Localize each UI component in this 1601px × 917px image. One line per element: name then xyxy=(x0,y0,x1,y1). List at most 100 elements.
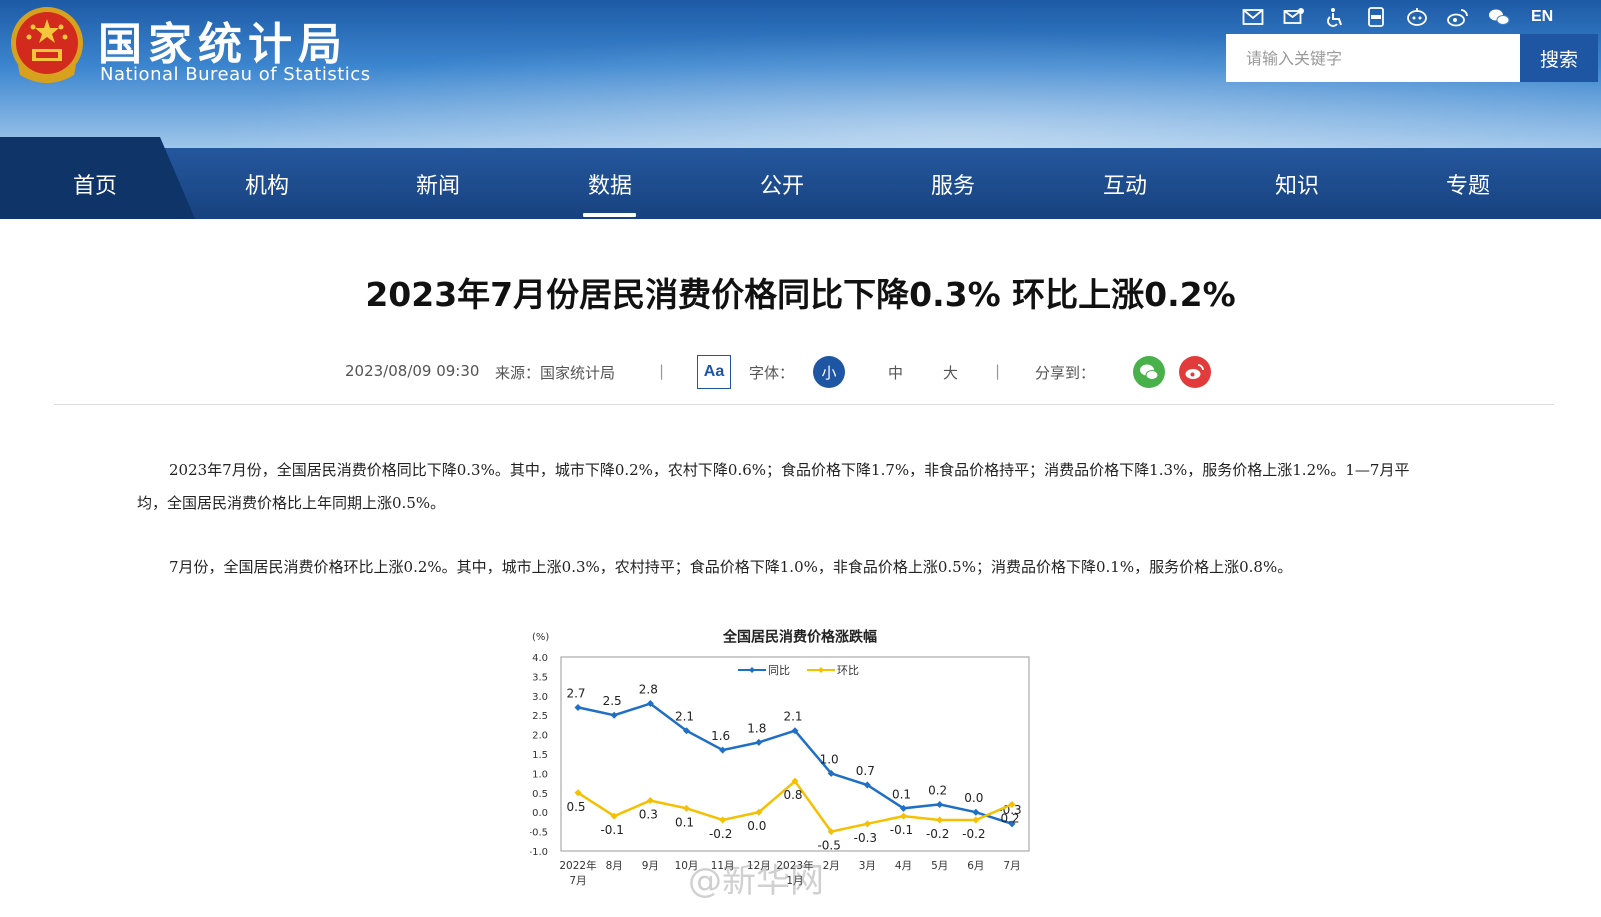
chart-data-label: 2.5 xyxy=(603,694,622,708)
site-title[interactable]: 国家统计局 xyxy=(98,19,348,70)
chart-data-point xyxy=(791,777,799,785)
nav-item-topics[interactable]: 专题 xyxy=(1445,173,1490,199)
chart-data-point xyxy=(683,727,690,735)
chart-data-label: -0.5 xyxy=(817,839,840,853)
email-settings-icon[interactable] xyxy=(1281,6,1307,28)
search-input[interactable] xyxy=(1226,34,1520,82)
robot-icon[interactable] xyxy=(1404,6,1430,28)
meta-separator-2: | xyxy=(995,362,1001,380)
weibo-icon[interactable] xyxy=(1445,6,1471,28)
font-size-medium-button[interactable]: 中 xyxy=(888,364,904,382)
nav-item-knowledge[interactable]: 知识 xyxy=(1274,173,1319,199)
chart-x-tick-label: 11月 xyxy=(711,860,735,872)
chart-y-tick-label: 4.0 xyxy=(532,653,548,664)
font-size-large-button[interactable]: 大 xyxy=(943,364,959,382)
chart-data-label: -0.1 xyxy=(890,823,913,837)
article-paragraph-1: 2023年7月份，全国居民消费价格同比下降0.3%。其中，城市下降0.2%，农村… xyxy=(137,454,1437,520)
font-toggle-icon[interactable]: Aa xyxy=(697,355,731,389)
share-weibo-icon[interactable] xyxy=(1179,356,1211,388)
meta-divider xyxy=(54,404,1554,405)
chart-y-tick-label: -0.5 xyxy=(530,828,548,839)
nav-item-news[interactable]: 新闻 xyxy=(415,173,460,199)
chart-data-label: 1.0 xyxy=(820,752,839,766)
chart-data-label: 0.0 xyxy=(964,791,983,805)
nav-item-services[interactable]: 服务 xyxy=(930,173,975,199)
publish-date: 2023/08/09 09:30 xyxy=(345,362,480,380)
paragraph-2-text: 7月份，全国居民消费价格环比上涨0.2%。其中，城市上涨0.3%，农村持平；食品… xyxy=(169,558,1293,576)
share-wechat-icon[interactable] xyxy=(1133,356,1165,388)
chart-legend-label: 环比 xyxy=(837,664,859,677)
chart-data-point xyxy=(646,700,654,708)
chart-y-tick-label: 3.0 xyxy=(532,692,548,703)
chart-data-point xyxy=(610,812,618,820)
chart-x-tick-label: 10月 xyxy=(675,860,699,872)
nav-item-interaction[interactable]: 互动 xyxy=(1102,173,1147,199)
chart-legend-marker xyxy=(749,667,755,673)
article-source: 来源：国家统计局 xyxy=(495,364,616,382)
chart-x-tick-label: 2月 xyxy=(823,860,840,872)
chart-data-point xyxy=(791,727,799,735)
mail-icon[interactable] xyxy=(1240,6,1266,28)
chart-x-tick-label: 9月 xyxy=(642,860,659,872)
chart-data-point xyxy=(574,789,582,797)
chart-y-unit: (%) xyxy=(532,632,549,643)
paragraph-1-text: 2023年7月份，全国居民消费价格同比下降0.3%。其中，城市下降0.2%，农村… xyxy=(137,461,1410,512)
chart-data-label: 2.7 xyxy=(566,686,585,700)
chart-data-label: 0.0 xyxy=(747,819,766,833)
chart-data-point xyxy=(574,703,582,711)
nav-item-home[interactable]: 首页 xyxy=(72,173,117,199)
chart-legend-marker xyxy=(818,667,824,673)
article-title: 2023年7月份居民消费价格同比下降0.3% 环比上涨0.2% xyxy=(365,275,1236,314)
chart-x-tick-label: 8月 xyxy=(606,860,623,872)
chart-data-label: 1.8 xyxy=(747,721,766,735)
font-size-label: 字体： xyxy=(749,364,795,382)
chart-data-point xyxy=(1008,800,1016,808)
national-emblem-icon[interactable] xyxy=(8,5,86,85)
meta-separator: | xyxy=(659,362,665,380)
chart-data-point xyxy=(827,769,835,777)
language-switch[interactable]: EN xyxy=(1531,8,1554,25)
chart-data-point xyxy=(863,781,871,789)
nav-item-institutions[interactable]: 机构 xyxy=(244,173,289,199)
chart-data-point xyxy=(683,804,690,812)
font-size-small-button[interactable]: 小 xyxy=(813,356,845,388)
chart-data-point xyxy=(827,828,835,836)
article-meta: 2023/08/09 09:30 来源：国家统计局 | 字体： 中 大 | 分享… xyxy=(0,352,1601,396)
cpi-chart: 全国居民消费价格涨跌幅 (%) 4.0 3.5 3.0 2.5 2.0 1.5 1.0 0.5 0.… xyxy=(528,626,1080,917)
chart-x-tick-label: 5月 xyxy=(931,860,948,872)
chart-data-point xyxy=(719,746,727,754)
chart-data-point xyxy=(863,820,871,828)
chart-data-label: 0.5 xyxy=(566,800,585,814)
chart-y-tick-label: 2.0 xyxy=(532,731,548,742)
nav-active-indicator xyxy=(583,213,636,217)
chart-x-tick-label: 2022年 xyxy=(559,859,596,872)
wechat-icon[interactable] xyxy=(1486,6,1512,28)
nav-item-disclosure[interactable]: 公开 xyxy=(759,173,804,199)
nav-home-background xyxy=(0,137,195,219)
app-icon[interactable] xyxy=(1363,6,1389,28)
chart-plot-frame xyxy=(560,656,1030,852)
nav-item-data[interactable]: 数据 xyxy=(587,173,632,199)
chart-x-tick-label: 1月 xyxy=(786,875,803,887)
chart-data-label: -0.2 xyxy=(709,827,732,841)
chart-y-tick-label: 1.0 xyxy=(532,769,548,780)
top-icon-bar: EN xyxy=(1240,4,1596,30)
chart-data-label: -0.1 xyxy=(600,823,623,837)
chart-data-label: -0.2 xyxy=(926,827,949,841)
chart-data-point xyxy=(646,797,654,805)
chart-data-point xyxy=(719,816,727,824)
watermark-text: @新华网 xyxy=(688,861,824,901)
chart-data-point xyxy=(972,816,980,824)
chart-data-label: 2.8 xyxy=(639,683,658,697)
chart-data-label: 0.2 xyxy=(928,783,947,797)
chart-x-tick-label: 7月 xyxy=(569,875,586,887)
chart-x-tick-label: 2023年 xyxy=(776,859,813,872)
accessibility-icon[interactable] xyxy=(1322,6,1348,28)
chart-data-label: 0.1 xyxy=(675,815,694,829)
chart-x-tick-label: 3月 xyxy=(859,860,876,872)
chart-data-point xyxy=(610,711,618,719)
chart-x-tick-label: 7月 xyxy=(1003,860,1020,872)
chart-x-tick-label: 4月 xyxy=(895,860,912,872)
search-button[interactable]: 搜索 xyxy=(1520,34,1598,82)
